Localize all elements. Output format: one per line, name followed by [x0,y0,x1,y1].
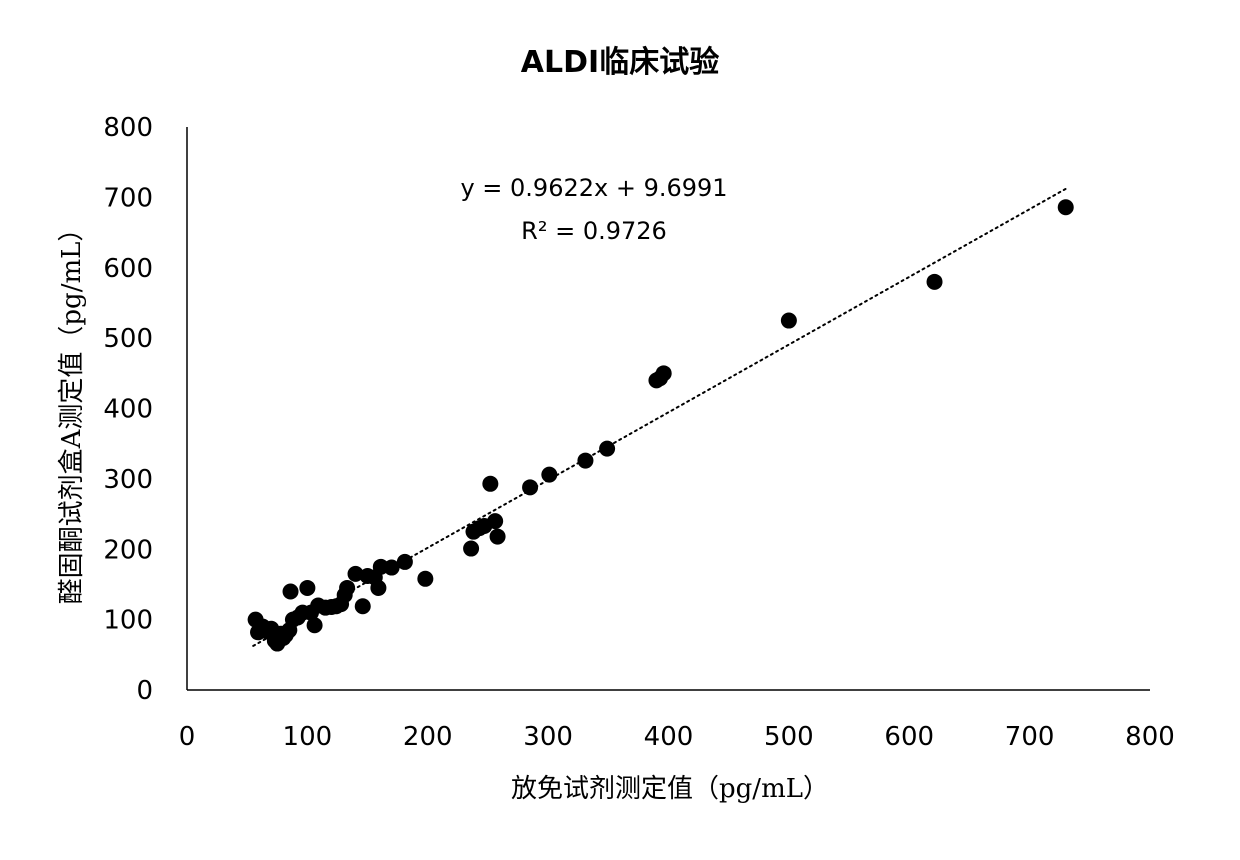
y-tick-label: 700 [103,183,153,213]
y-tick-label: 0 [136,676,153,706]
data-point [463,541,479,557]
data-point [487,513,503,529]
data-point [417,571,433,587]
data-point [339,580,355,596]
x-tick-label: 300 [523,722,573,752]
y-tick-label: 200 [103,535,153,565]
x-tick-label: 200 [403,722,453,752]
y-tick-label: 800 [103,113,153,143]
x-axis-ticks: 0 100 200 300 400 500 600 700 800 [179,722,1175,752]
data-point [397,554,413,570]
data-point [370,580,386,596]
x-tick-label: 500 [764,722,814,752]
y-tick-label: 100 [103,606,153,636]
data-point [299,580,315,596]
y-tick-label: 600 [103,254,153,284]
data-point [541,467,557,483]
data-point [927,274,943,290]
data-point [781,313,797,329]
chart-title: ALDI临床试验 [521,45,719,80]
x-tick-label: 400 [644,722,694,752]
data-point [1058,199,1074,215]
y-tick-label: 300 [103,465,153,495]
y-axis-title: 醛固酮试剂盒A测定值（pg/mL） [57,216,87,605]
y-tick-label: 400 [103,395,153,425]
data-point [283,583,299,599]
data-point [656,365,672,381]
data-point [307,617,323,633]
data-point [599,441,615,457]
y-axis-ticks: 0 100 200 300 400 500 600 700 800 [103,113,153,706]
x-tick-label: 600 [884,722,934,752]
data-point [482,476,498,492]
x-tick-label: 0 [179,722,196,752]
x-tick-label: 100 [283,722,333,752]
trendline-equation: y = 0.9622x + 9.6991 [460,174,727,202]
y-tick-label: 500 [103,324,153,354]
x-tick-label: 700 [1005,722,1055,752]
data-point [522,479,538,495]
x-tick-label: 800 [1125,722,1175,752]
data-point [490,529,506,545]
data-point [577,453,593,469]
data-points [248,199,1074,651]
r-squared-label: R² = 0.9726 [521,217,667,245]
x-axis-title: 放免试剂测定值（pg/mL） [511,774,829,804]
data-point [355,598,371,614]
